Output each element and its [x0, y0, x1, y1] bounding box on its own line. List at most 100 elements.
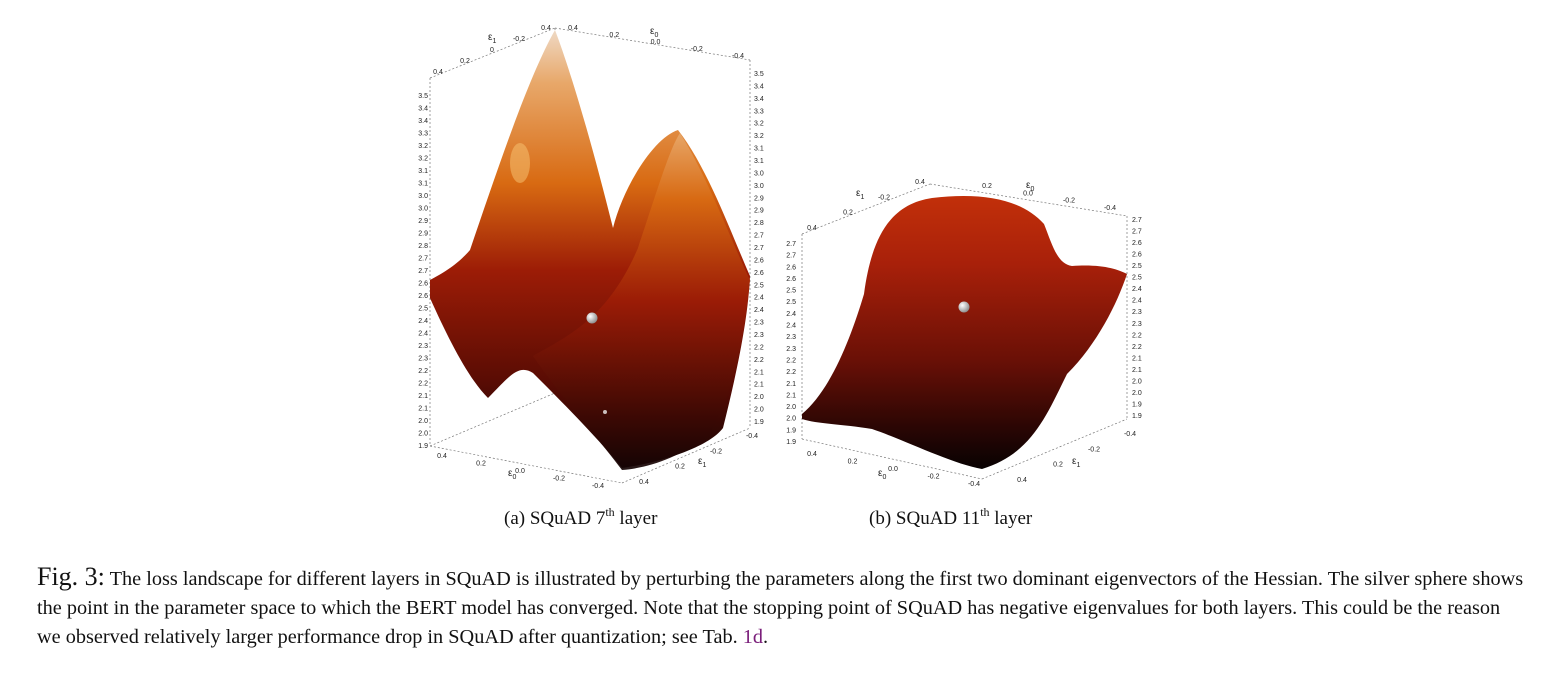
- e1-tick-label: 0.2: [1053, 462, 1063, 469]
- z-tick-label: 1.9: [1132, 402, 1142, 409]
- e1-tick-label: 0.2: [843, 210, 853, 217]
- e0-tick-label: 0.2: [476, 461, 486, 468]
- z-tick-label: 1.9: [418, 443, 428, 450]
- e1-tick-label: 0.4: [541, 25, 551, 32]
- e0-tick-label: 0.0: [651, 39, 661, 46]
- figure-a-bottom-e0-label: ε0: [508, 468, 516, 481]
- e1-tick-label: 0.2: [460, 58, 470, 65]
- z-tick-label: 2.0: [754, 394, 764, 401]
- z-tick-label: 2.9: [754, 208, 764, 215]
- e0-tick-label: 0.4: [807, 451, 817, 458]
- e1-tick-label: -0.4: [1124, 431, 1136, 438]
- z-tick-label: 3.2: [418, 143, 428, 150]
- z-tick-label: 3.3: [754, 108, 764, 115]
- figure-b-box: [801, 183, 1128, 480]
- z-tick-label: 3.0: [754, 170, 764, 177]
- e0-tick-label: 0.4: [437, 453, 447, 460]
- z-tick-label: 2.7: [754, 245, 764, 252]
- figure-b-bottom-e1-label: ε1: [1072, 456, 1080, 469]
- figure-a-z-axis-right: 3.5 3.4 3.4 3.3 3.2 3.2 3.1 3.1 3.0 3.0 2.9 2.9 2.8 2…: [754, 71, 764, 426]
- z-tick-label: 3.4: [754, 83, 764, 90]
- z-tick-label: 2.2: [1132, 332, 1142, 339]
- figure-a-plot: 3.5 3.4 3.4 3.3 3.2 3.2 3.1 3.1 3.0 3.0 2.9 2.9 2.8 2…: [418, 25, 764, 490]
- z-tick-label: 3.0: [754, 183, 764, 190]
- z-tick-label: 2.7: [786, 241, 796, 248]
- subcaption-a: (a) SQuAD 7th layer: [504, 505, 658, 529]
- z-tick-label: 2.6: [418, 293, 428, 300]
- z-tick-label: 2.9: [754, 195, 764, 202]
- e1-tick-label: 0.4: [1017, 477, 1027, 484]
- z-tick-label: 2.5: [1132, 275, 1142, 282]
- z-tick-label: 2.9: [418, 231, 428, 238]
- e0-tick-label: 0.0: [515, 468, 525, 475]
- subcaption-b: (b) SQuAD 11th layer: [869, 505, 1033, 529]
- figure-a-bottom-e0-ticks: 0.4 0.2 0.0 -0.2 -0.4: [437, 453, 604, 490]
- z-tick-label: 2.5: [786, 299, 796, 306]
- figure-b-bottom-e1-ticks: 0.4 0.2 -0.2 -0.4: [1017, 431, 1136, 484]
- z-tick-label: 3.1: [418, 168, 428, 175]
- z-tick-label: 2.0: [786, 416, 796, 423]
- z-tick-label: 2.7: [754, 233, 764, 240]
- z-tick-label: 3.1: [754, 146, 764, 153]
- z-tick-label: 2.2: [418, 368, 428, 375]
- z-tick-label: 2.3: [754, 332, 764, 339]
- z-tick-label: 3.2: [418, 156, 428, 163]
- z-tick-label: 2.0: [418, 418, 428, 425]
- z-tick-label: 2.1: [1132, 367, 1142, 374]
- figure-a-bottom-e1-label: ε1: [698, 456, 706, 469]
- z-tick-label: 2.4: [418, 331, 428, 338]
- figure-b-top-e0-label: ε0: [1026, 180, 1034, 193]
- e0-tick-label: 0.2: [609, 32, 619, 39]
- z-tick-label: 2.1: [418, 393, 428, 400]
- figure-b-bottom-e0-ticks: 0.4 0.2 0.0 -0.2 -0.4: [807, 451, 980, 488]
- figure-b-z-axis-left: 2.7 2.7 2.6 2.6 2.5 2.5 2.4 2.4 2.3 2.3 2.2 2.2 2.1 2…: [786, 241, 796, 446]
- z-tick-label: 2.2: [786, 358, 796, 365]
- z-tick-label: 2.3: [418, 343, 428, 350]
- e0-tick-label: -0.4: [592, 483, 604, 490]
- z-tick-label: 2.5: [1132, 263, 1142, 270]
- figure-b-loss-landscape: 2.7 2.7 2.6 2.6 2.5 2.5 2.4 2.4 2.3 2.3 2.2 2.2 2.1 2…: [782, 174, 1152, 492]
- z-tick-label: 2.6: [418, 281, 428, 288]
- e1-tick-label: 0.4: [433, 69, 443, 76]
- z-tick-label: 1.9: [786, 427, 796, 434]
- z-tick-label: 2.9: [418, 218, 428, 225]
- z-tick-label: 2.6: [754, 257, 764, 264]
- z-tick-label: 2.4: [418, 318, 428, 325]
- z-tick-label: 3.1: [754, 158, 764, 165]
- figure-a-convergence-sphere: [586, 312, 598, 324]
- z-tick-label: 2.4: [754, 307, 764, 314]
- e0-tick-label: -0.2: [691, 46, 703, 53]
- figure-a-top-e0-label: ε0: [650, 26, 658, 39]
- z-tick-label: 2.2: [1132, 344, 1142, 351]
- e1-tick-label: -0.4: [746, 433, 758, 440]
- e1-tick-label: -0.2: [513, 36, 525, 43]
- figure-a-bottom-e1-ticks: 0.4 0.2 -0.2 -0.4: [639, 433, 758, 486]
- z-tick-label: 2.3: [418, 356, 428, 363]
- e1-tick-label: 0: [490, 47, 494, 54]
- figure-a-z-axis-left: 3.5 3.4 3.4 3.3 3.2 3.2 3.1 3.1 3.0 3.0 2.9 2.9 2.8 2…: [418, 93, 428, 450]
- z-tick-label: 2.6: [1132, 252, 1142, 259]
- figure-b-bottom-e0-label: ε0: [878, 468, 886, 481]
- z-tick-label: 2.7: [418, 268, 428, 275]
- figure-b-z-axis-right: 2.7 2.7 2.6 2.6 2.5 2.5 2.4 2.4 2.3 2.3 2.2 2.2 2.1 2…: [1132, 217, 1142, 420]
- e1-tick-label: 0.4: [639, 479, 649, 486]
- z-tick-label: 2.6: [754, 270, 764, 277]
- z-tick-label: 3.2: [754, 133, 764, 140]
- z-tick-label: 2.1: [786, 392, 796, 399]
- z-tick-label: 2.2: [754, 357, 764, 364]
- z-tick-label: 2.2: [786, 369, 796, 376]
- figure-label: Fig. 3:: [37, 562, 105, 591]
- table-reference-link[interactable]: 1d: [742, 626, 764, 648]
- z-tick-label: 2.2: [418, 381, 428, 388]
- caption-text: The loss landscape for different layers …: [37, 568, 1524, 648]
- e0-tick-label: 0.0: [888, 466, 898, 473]
- z-tick-label: 2.3: [786, 346, 796, 353]
- figure-b-top-e1-label: ε1: [856, 188, 864, 201]
- e1-tick-label: -0.2: [878, 194, 890, 201]
- figure-b-surface: [802, 195, 1127, 469]
- e1-tick-label: 0.4: [807, 225, 817, 232]
- z-tick-label: 1.9: [786, 439, 796, 446]
- z-tick-label: 2.1: [1132, 355, 1142, 362]
- z-tick-label: 2.7: [786, 253, 796, 260]
- z-tick-label: 3.5: [754, 71, 764, 78]
